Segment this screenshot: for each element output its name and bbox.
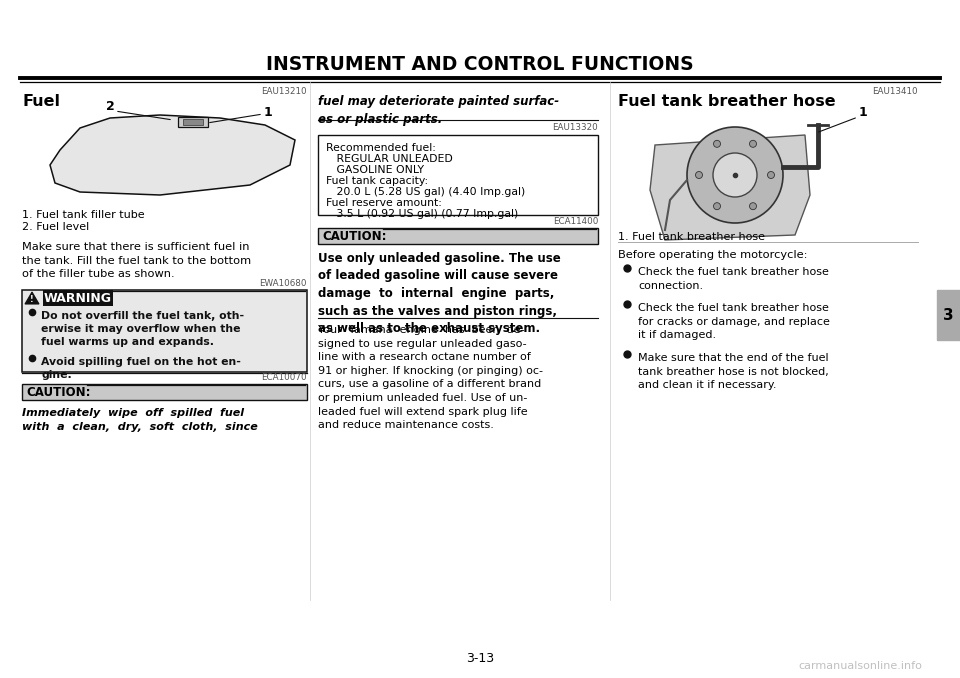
Text: CAUTION:: CAUTION: (322, 231, 387, 243)
Text: 2. Fuel level: 2. Fuel level (22, 222, 89, 232)
Text: fuel may deteriorate painted surfac-
es or plastic parts.: fuel may deteriorate painted surfac- es … (318, 95, 559, 125)
Bar (22, 384, 307, 400)
Polygon shape (50, 115, 295, 195)
Text: 3.5 L (0.92 US gal) (0.77 Imp.gal): 3.5 L (0.92 US gal) (0.77 Imp.gal) (326, 209, 518, 219)
Text: 1. Fuel tank filler tube: 1. Fuel tank filler tube (22, 210, 145, 220)
Bar (318, 135, 598, 215)
Circle shape (750, 140, 756, 147)
Text: 2: 2 (106, 100, 114, 113)
Text: 20.0 L (5.28 US gal) (4.40 Imp.gal): 20.0 L (5.28 US gal) (4.40 Imp.gal) (326, 187, 525, 197)
Text: 1. Fuel tank breather hose: 1. Fuel tank breather hose (618, 232, 765, 242)
Bar (318, 228, 598, 244)
Text: EAU13210: EAU13210 (261, 87, 307, 96)
Circle shape (713, 203, 721, 210)
Text: 1: 1 (264, 106, 273, 119)
Text: Before operating the motorcycle:: Before operating the motorcycle: (618, 250, 807, 260)
Text: carmanualsonline.info: carmanualsonline.info (798, 661, 922, 671)
Text: Immediately  wipe  off  spilled  fuel
with  a  clean,  dry,  soft  cloth,  since: Immediately wipe off spilled fuel with a… (22, 408, 257, 432)
Text: ECA11400: ECA11400 (553, 218, 598, 226)
Polygon shape (650, 135, 810, 240)
Bar (937, 290, 960, 340)
Text: Check the fuel tank breather hose
connection.: Check the fuel tank breather hose connec… (638, 267, 828, 291)
Circle shape (695, 172, 703, 178)
Bar (22, 290, 307, 372)
Text: Fuel: Fuel (22, 94, 60, 110)
Text: CAUTION:: CAUTION: (26, 386, 90, 399)
Circle shape (687, 127, 783, 223)
Text: EAU13320: EAU13320 (552, 123, 598, 132)
Text: Check the fuel tank breather hose
for cracks or damage, and replace
it if damage: Check the fuel tank breather hose for cr… (638, 303, 829, 340)
Circle shape (713, 153, 757, 197)
Circle shape (767, 172, 775, 178)
Polygon shape (25, 292, 39, 304)
Text: Fuel tank breather hose: Fuel tank breather hose (618, 94, 835, 110)
Text: Make sure that the end of the fuel
tank breather hose is not blocked,
and clean : Make sure that the end of the fuel tank … (638, 353, 828, 391)
Text: Make sure that there is sufficient fuel in
the tank. Fill the fuel tank to the b: Make sure that there is sufficient fuel … (22, 242, 252, 279)
Text: 1: 1 (858, 106, 868, 119)
Text: Avoid spilling fuel on the hot en-
gine.: Avoid spilling fuel on the hot en- gine. (41, 357, 241, 380)
Text: 3-13: 3-13 (466, 652, 494, 664)
Text: Do not overfill the fuel tank, oth-
erwise it may overflow when the
fuel warms u: Do not overfill the fuel tank, oth- erwi… (41, 311, 244, 346)
Text: ECA10070: ECA10070 (261, 374, 307, 382)
Text: Use only unleaded gasoline. The use
of leaded gasoline will cause severe
damage : Use only unleaded gasoline. The use of l… (318, 252, 561, 335)
Text: Recommended fuel:: Recommended fuel: (326, 143, 436, 153)
Text: Fuel reserve amount:: Fuel reserve amount: (326, 198, 442, 208)
Text: GASOLINE ONLY: GASOLINE ONLY (326, 165, 424, 175)
Text: Fuel tank capacity:: Fuel tank capacity: (326, 176, 428, 186)
Text: 3: 3 (943, 308, 953, 323)
Text: WARNING: WARNING (44, 292, 112, 304)
Circle shape (750, 203, 756, 210)
Text: Your  Yamaha  engine  has  been  de-
signed to use regular unleaded gaso-
line w: Your Yamaha engine has been de- signed t… (318, 325, 543, 431)
Bar (178, 117, 208, 127)
Text: INSTRUMENT AND CONTROL FUNCTIONS: INSTRUMENT AND CONTROL FUNCTIONS (266, 56, 694, 75)
Text: !: ! (30, 296, 34, 304)
Text: EWA10680: EWA10680 (259, 279, 307, 289)
Text: EAU13410: EAU13410 (873, 87, 918, 96)
Text: REGULAR UNLEADED: REGULAR UNLEADED (326, 154, 453, 164)
Bar (183, 119, 203, 125)
Circle shape (713, 140, 721, 147)
